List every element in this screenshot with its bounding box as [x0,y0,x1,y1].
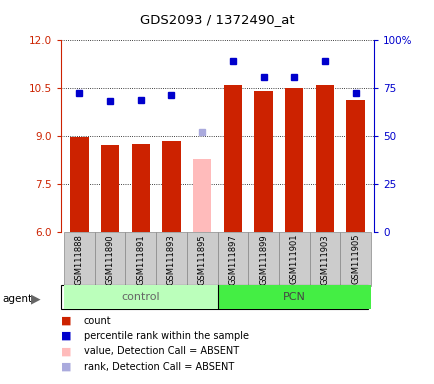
Text: ■: ■ [61,362,71,372]
Bar [217,285,370,309]
Text: GSM111903: GSM111903 [320,234,329,285]
Bar [64,285,217,309]
Bar [131,144,150,232]
Text: ■: ■ [61,331,71,341]
Text: value, Detection Call = ABSENT: value, Detection Call = ABSENT [83,346,238,356]
Text: agent: agent [2,294,32,304]
Text: control: control [121,292,160,302]
Text: GSM111888: GSM111888 [75,234,84,285]
Bar [125,232,156,286]
Bar [64,232,95,286]
Bar [162,141,180,232]
Text: GSM111893: GSM111893 [167,234,175,285]
Text: ▶: ▶ [31,292,40,305]
Text: GSM111901: GSM111901 [289,234,298,285]
Text: ■: ■ [61,316,71,326]
Bar [70,137,89,232]
Bar [248,232,278,286]
Bar [101,145,119,232]
Text: GSM111890: GSM111890 [105,234,114,285]
Text: GSM111905: GSM111905 [350,234,359,285]
Text: count: count [83,316,111,326]
Bar [217,232,248,286]
Bar [186,232,217,286]
Bar [309,232,339,286]
Text: GSM111899: GSM111899 [259,234,267,285]
Bar [339,232,370,286]
Bar [156,232,186,286]
Bar [223,85,241,232]
Bar [278,232,309,286]
Text: rank, Detection Call = ABSENT: rank, Detection Call = ABSENT [83,362,233,372]
Bar [284,88,303,232]
Bar [95,232,125,286]
Bar [345,99,364,232]
Text: GDS2093 / 1372490_at: GDS2093 / 1372490_at [140,13,294,26]
Text: ■: ■ [61,346,71,356]
Text: GSM111891: GSM111891 [136,234,145,285]
Bar [193,159,211,232]
Text: percentile rank within the sample: percentile rank within the sample [83,331,248,341]
Bar [315,85,333,232]
Text: GSM111895: GSM111895 [197,234,206,285]
Bar [254,91,272,232]
Text: GSM111897: GSM111897 [228,234,237,285]
Text: PCN: PCN [282,292,305,302]
